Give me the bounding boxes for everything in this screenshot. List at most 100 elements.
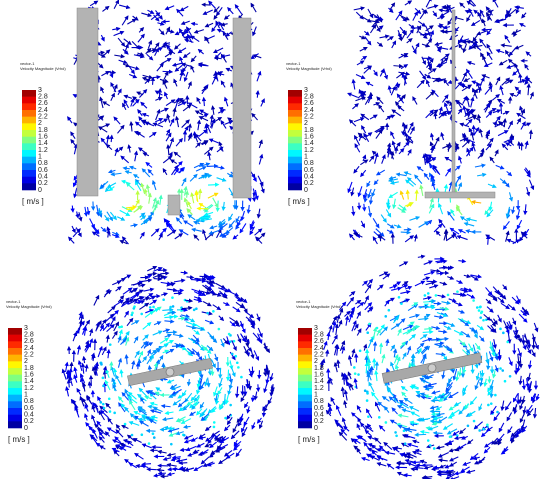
- velocity-vector: [499, 178, 507, 185]
- velocity-vector: [410, 411, 420, 418]
- velocity-vector: [457, 35, 464, 45]
- velocity-vector: [222, 338, 229, 345]
- velocity-point: [140, 433, 144, 437]
- velocity-vector: [525, 404, 533, 414]
- velocity-vector: [483, 103, 492, 111]
- velocity-vector: [208, 138, 219, 144]
- velocity-vector: [204, 378, 209, 387]
- velocity-vector: [380, 214, 387, 223]
- velocity-vector: [449, 227, 460, 235]
- colorbar-segment: [22, 136, 36, 144]
- velocity-vector: [377, 401, 385, 408]
- velocity-vector: [477, 151, 485, 159]
- velocity-vector: [91, 231, 100, 237]
- velocity-vector: [98, 435, 105, 443]
- velocity-vector: [141, 416, 151, 421]
- velocity-vector: [216, 177, 227, 182]
- velocity-vector: [164, 314, 174, 320]
- baffle: [424, 191, 496, 199]
- velocity-vector: [71, 225, 76, 234]
- velocity-vector: [401, 391, 407, 398]
- velocity-vector: [132, 98, 140, 107]
- velocity-point: [229, 340, 232, 343]
- velocity-vector: [437, 24, 445, 29]
- velocity-vector: [132, 296, 144, 302]
- velocity-vector: [173, 278, 186, 283]
- velocity-vector: [117, 396, 124, 403]
- velocity-vector: [383, 405, 390, 413]
- velocity-point: [432, 447, 436, 450]
- velocity-vector: [111, 439, 121, 444]
- velocity-point: [152, 436, 156, 439]
- velocity-vector: [102, 322, 110, 331]
- velocity-vector: [100, 318, 107, 328]
- velocity-vector: [166, 144, 171, 156]
- velocity-vector: [256, 232, 266, 242]
- velocity-vector: [202, 229, 207, 241]
- velocity-point: [387, 308, 391, 312]
- velocity-vector: [398, 147, 405, 155]
- velocity-vector: [167, 467, 178, 472]
- velocity-vector: [498, 102, 504, 114]
- velocity-vector: [186, 208, 193, 216]
- velocity-vector: [128, 165, 137, 170]
- velocity-vector: [248, 368, 253, 378]
- velocity-vector: [484, 441, 493, 448]
- velocity-vector: [141, 278, 153, 283]
- velocity-vector: [113, 30, 125, 37]
- velocity-point: [224, 416, 227, 420]
- velocity-vector: [165, 348, 175, 355]
- velocity-vector: [400, 16, 408, 22]
- velocity-vector: [224, 120, 234, 125]
- velocity-vector: [360, 456, 370, 462]
- velocity-vector: [133, 336, 139, 344]
- colorbar-segment: [8, 421, 22, 429]
- velocity-point: [148, 306, 152, 309]
- colorbar-segment: [288, 103, 302, 111]
- velocity-vector: [198, 116, 209, 122]
- velocity-vector: [432, 430, 443, 436]
- velocity-point: [395, 434, 398, 438]
- velocity-vector: [378, 425, 386, 432]
- velocity-vector: [506, 170, 513, 177]
- velocity-vector: [109, 361, 114, 370]
- velocity-vector: [175, 137, 183, 147]
- top-view: [61, 266, 276, 479]
- velocity-vector: [157, 274, 166, 279]
- velocity-vector: [161, 416, 174, 422]
- velocity-vector: [105, 134, 111, 145]
- velocity-vector: [424, 394, 433, 399]
- velocity-vector: [92, 428, 98, 439]
- velocity-vector: [269, 385, 274, 397]
- velocity-vector: [171, 62, 183, 67]
- velocity-vector: [128, 73, 138, 79]
- velocity-vector: [213, 6, 220, 13]
- velocity-vector: [190, 55, 197, 63]
- velocity-vector: [363, 343, 368, 351]
- velocity-vector: [397, 328, 402, 336]
- velocity-vector: [484, 85, 493, 95]
- velocity-vector: [458, 258, 467, 264]
- colorbar-segment: [288, 123, 302, 131]
- velocity-vector: [457, 229, 466, 234]
- velocity-vector: [80, 362, 86, 374]
- velocity-vector: [383, 68, 389, 80]
- velocity-vector: [175, 458, 188, 463]
- velocity-vector: [204, 22, 214, 28]
- velocity-point: [152, 305, 155, 309]
- velocity-point: [212, 421, 216, 424]
- velocity-vector: [430, 174, 436, 182]
- velocity-vector: [500, 43, 512, 48]
- velocity-vector: [483, 62, 493, 67]
- velocity-vector: [414, 42, 420, 52]
- velocity-vector: [218, 223, 228, 231]
- velocity-vector: [507, 120, 513, 130]
- velocity-vector: [166, 287, 178, 293]
- velocity-vector: [519, 413, 525, 424]
- velocity-vector: [379, 34, 390, 39]
- velocity-vector: [140, 340, 148, 349]
- velocity-vector: [381, 154, 386, 164]
- velocity-vector: [381, 396, 390, 402]
- velocity-vector: [414, 280, 426, 287]
- velocity-vector: [438, 218, 446, 228]
